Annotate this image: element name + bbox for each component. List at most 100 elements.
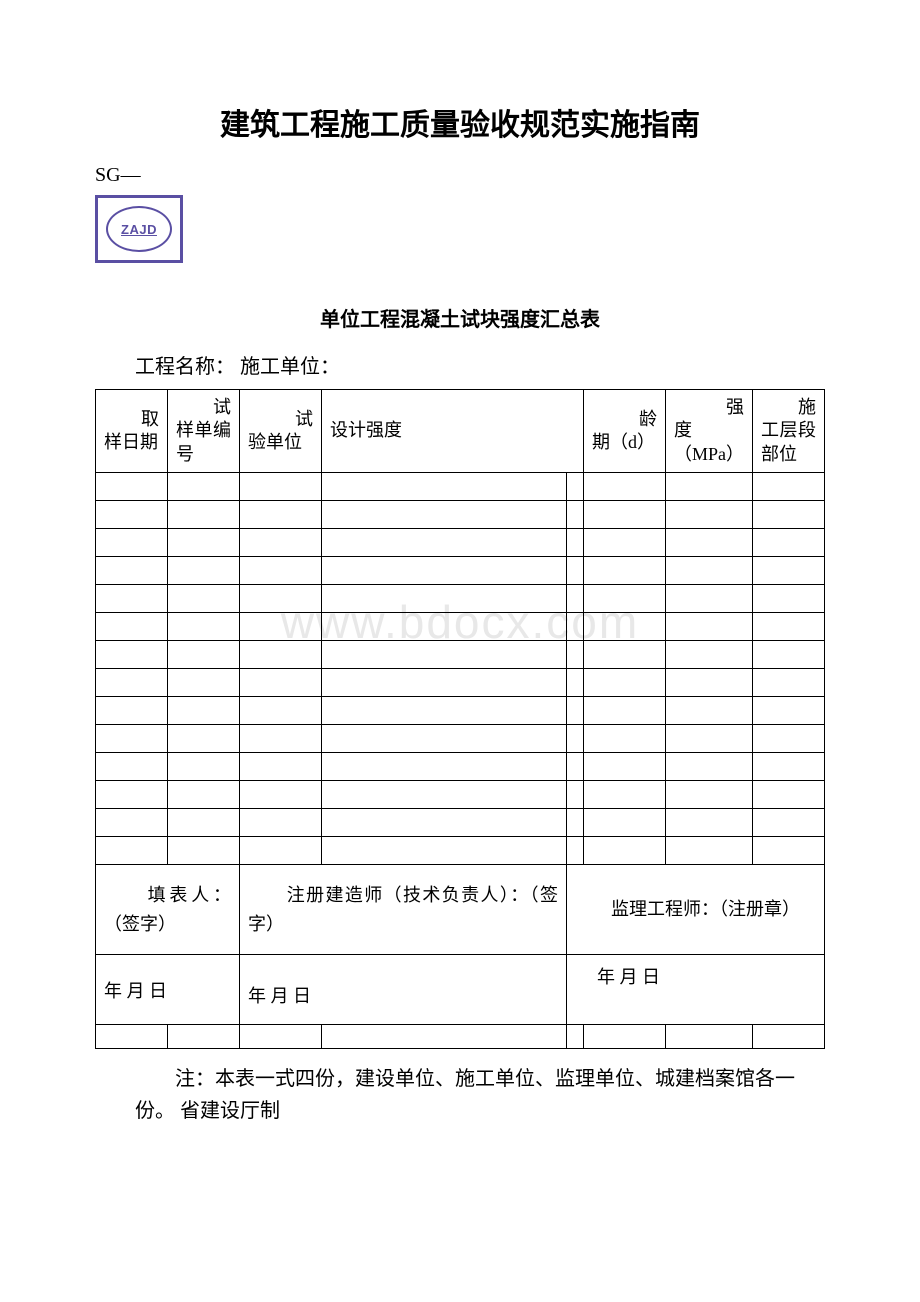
footer-note: 注：本表一式四份，建设单位、施工单位、监理单位、城建档案馆各一份。 省建设厅制 <box>95 1063 825 1127</box>
table-cell <box>753 641 825 669</box>
table-cell <box>240 753 322 781</box>
table-row <box>96 669 825 697</box>
signature-builder: 注册建造师（技术负责人）：（签字） <box>240 865 567 955</box>
table-cell <box>665 641 752 669</box>
table-cell <box>96 781 168 809</box>
table-row <box>96 781 825 809</box>
project-info: 工程名称： 施工单位： <box>95 350 825 379</box>
table-cell <box>566 529 583 557</box>
table-cell <box>665 725 752 753</box>
table-cell <box>566 557 583 585</box>
table-cell <box>96 501 168 529</box>
table-cell <box>566 837 583 865</box>
table-cell <box>566 613 583 641</box>
table-row <box>96 837 825 865</box>
table-cell <box>583 669 665 697</box>
table-cell <box>566 585 583 613</box>
table-cell <box>665 613 752 641</box>
table-cell <box>322 557 567 585</box>
table-cell <box>322 697 567 725</box>
table-cell <box>566 809 583 837</box>
signature-supervisor: 监理工程师：（注册章） <box>566 865 824 955</box>
final-cell <box>96 1025 168 1049</box>
summary-table: 取样日期 试样单编号 试验单位 设计强度 龄期（d） 强度（MPa） 施工层段部… <box>95 389 825 1049</box>
table-cell <box>168 669 240 697</box>
table-cell <box>96 837 168 865</box>
table-cell <box>583 529 665 557</box>
table-cell <box>753 697 825 725</box>
date-supervisor: 年 月 日 <box>566 955 824 1025</box>
table-row <box>96 809 825 837</box>
table-row <box>96 753 825 781</box>
table-cell <box>240 641 322 669</box>
table-cell <box>665 837 752 865</box>
table-row <box>96 557 825 585</box>
table-cell <box>322 781 567 809</box>
table-row <box>96 529 825 557</box>
table-row <box>96 641 825 669</box>
table-cell <box>168 781 240 809</box>
table-cell <box>322 641 567 669</box>
table-cell <box>583 613 665 641</box>
logo-box: ZAJD <box>95 195 183 263</box>
table-row <box>96 613 825 641</box>
table-cell <box>583 697 665 725</box>
table-cell <box>96 473 168 501</box>
table-row <box>96 501 825 529</box>
signature-row: 填表人：（签字） 注册建造师（技术负责人）：（签字） 监理工程师：（注册章） <box>96 865 825 955</box>
table-cell <box>583 585 665 613</box>
header-sample-date: 取样日期 <box>96 390 168 473</box>
table-cell <box>665 753 752 781</box>
table-row <box>96 697 825 725</box>
table-cell <box>753 669 825 697</box>
table-cell <box>583 725 665 753</box>
table-cell <box>665 473 752 501</box>
table-cell <box>96 641 168 669</box>
date-row: 年 月 日 年 月 日 年 月 日 <box>96 955 825 1025</box>
table-cell <box>96 725 168 753</box>
table-cell <box>753 809 825 837</box>
table-cell <box>168 725 240 753</box>
table-cell <box>240 529 322 557</box>
table-cell <box>240 837 322 865</box>
table-cell <box>322 809 567 837</box>
table-row <box>96 585 825 613</box>
final-cell <box>322 1025 567 1049</box>
table-cell <box>168 613 240 641</box>
main-title: 建筑工程施工质量验收规范实施指南 <box>95 100 825 144</box>
table-cell <box>665 809 752 837</box>
logo-oval: ZAJD <box>106 206 172 252</box>
final-row <box>96 1025 825 1049</box>
table-cell <box>583 837 665 865</box>
table-cell <box>240 501 322 529</box>
table-cell <box>96 529 168 557</box>
table-cell <box>322 613 567 641</box>
sg-code-label: SG— <box>95 164 825 187</box>
table-cell <box>168 697 240 725</box>
final-cell <box>583 1025 665 1049</box>
table-cell <box>322 753 567 781</box>
table-cell <box>168 501 240 529</box>
header-strength: 强度（MPa） <box>665 390 752 473</box>
table-cell <box>566 753 583 781</box>
table-cell <box>96 753 168 781</box>
table-cell <box>168 557 240 585</box>
table-cell <box>240 697 322 725</box>
header-sample-number: 试样单编号 <box>168 390 240 473</box>
table-cell <box>753 753 825 781</box>
header-layer-position: 施工层段部位 <box>753 390 825 473</box>
table-cell <box>96 557 168 585</box>
table-cell <box>240 669 322 697</box>
table-cell <box>583 753 665 781</box>
table-cell <box>240 473 322 501</box>
table-cell <box>753 473 825 501</box>
table-cell <box>753 557 825 585</box>
table-cell <box>566 697 583 725</box>
table-cell <box>753 585 825 613</box>
table-cell <box>583 501 665 529</box>
table-cell <box>753 837 825 865</box>
table-header-row: 取样日期 试样单编号 试验单位 设计强度 龄期（d） 强度（MPa） 施工层段部… <box>96 390 825 473</box>
table-cell <box>665 529 752 557</box>
table-row <box>96 473 825 501</box>
table-cell <box>168 641 240 669</box>
